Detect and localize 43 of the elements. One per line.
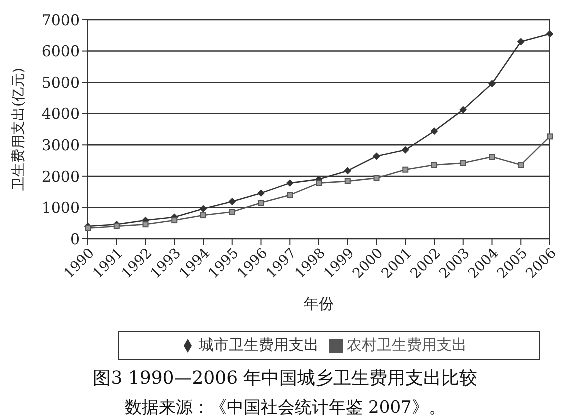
point	[228, 198, 236, 206]
point	[287, 192, 294, 198]
point	[546, 30, 554, 38]
point	[431, 128, 438, 135]
point	[200, 212, 206, 219]
point	[316, 180, 322, 186]
point	[460, 106, 467, 114]
legend-label: 城市卫生费用支出	[199, 336, 319, 354]
y-tick-label: 3000	[42, 136, 80, 154]
point	[518, 162, 524, 168]
y-tick-label: 2000	[42, 168, 80, 186]
point	[85, 225, 91, 232]
point	[402, 146, 410, 154]
point	[344, 167, 352, 174]
y-tick-label: 6000	[42, 42, 80, 61]
point	[142, 222, 149, 228]
point	[172, 218, 178, 224]
x-axis-title: 年份	[304, 295, 334, 313]
text: 图3 1990—2006 年中国城乡卫生费用支出比较	[92, 367, 479, 390]
point	[374, 175, 380, 182]
point	[286, 180, 294, 187]
point	[344, 178, 351, 184]
point	[432, 162, 438, 168]
point	[200, 205, 207, 212]
point	[488, 80, 496, 88]
point	[547, 134, 553, 140]
point	[258, 190, 265, 197]
point	[229, 209, 236, 216]
y-tick-label: 0	[70, 230, 80, 248]
point	[489, 154, 496, 160]
point	[402, 166, 409, 173]
y-tick-label: 1000	[42, 199, 80, 218]
y-tick-label: 5000	[42, 74, 80, 92]
point	[114, 223, 120, 230]
source-note: 数据来源：《中国社会统计年鉴 2007》。	[124, 397, 447, 419]
legend-label: 农村卫生费用支出	[347, 336, 467, 354]
y-tick-label: 7000	[42, 11, 80, 30]
y-tick-label: 4000	[42, 105, 80, 124]
point	[518, 38, 525, 46]
y-axis-title: 卫生费用支出(亿元)	[10, 68, 27, 191]
point	[373, 152, 380, 160]
point	[258, 200, 264, 206]
point	[460, 160, 466, 166]
